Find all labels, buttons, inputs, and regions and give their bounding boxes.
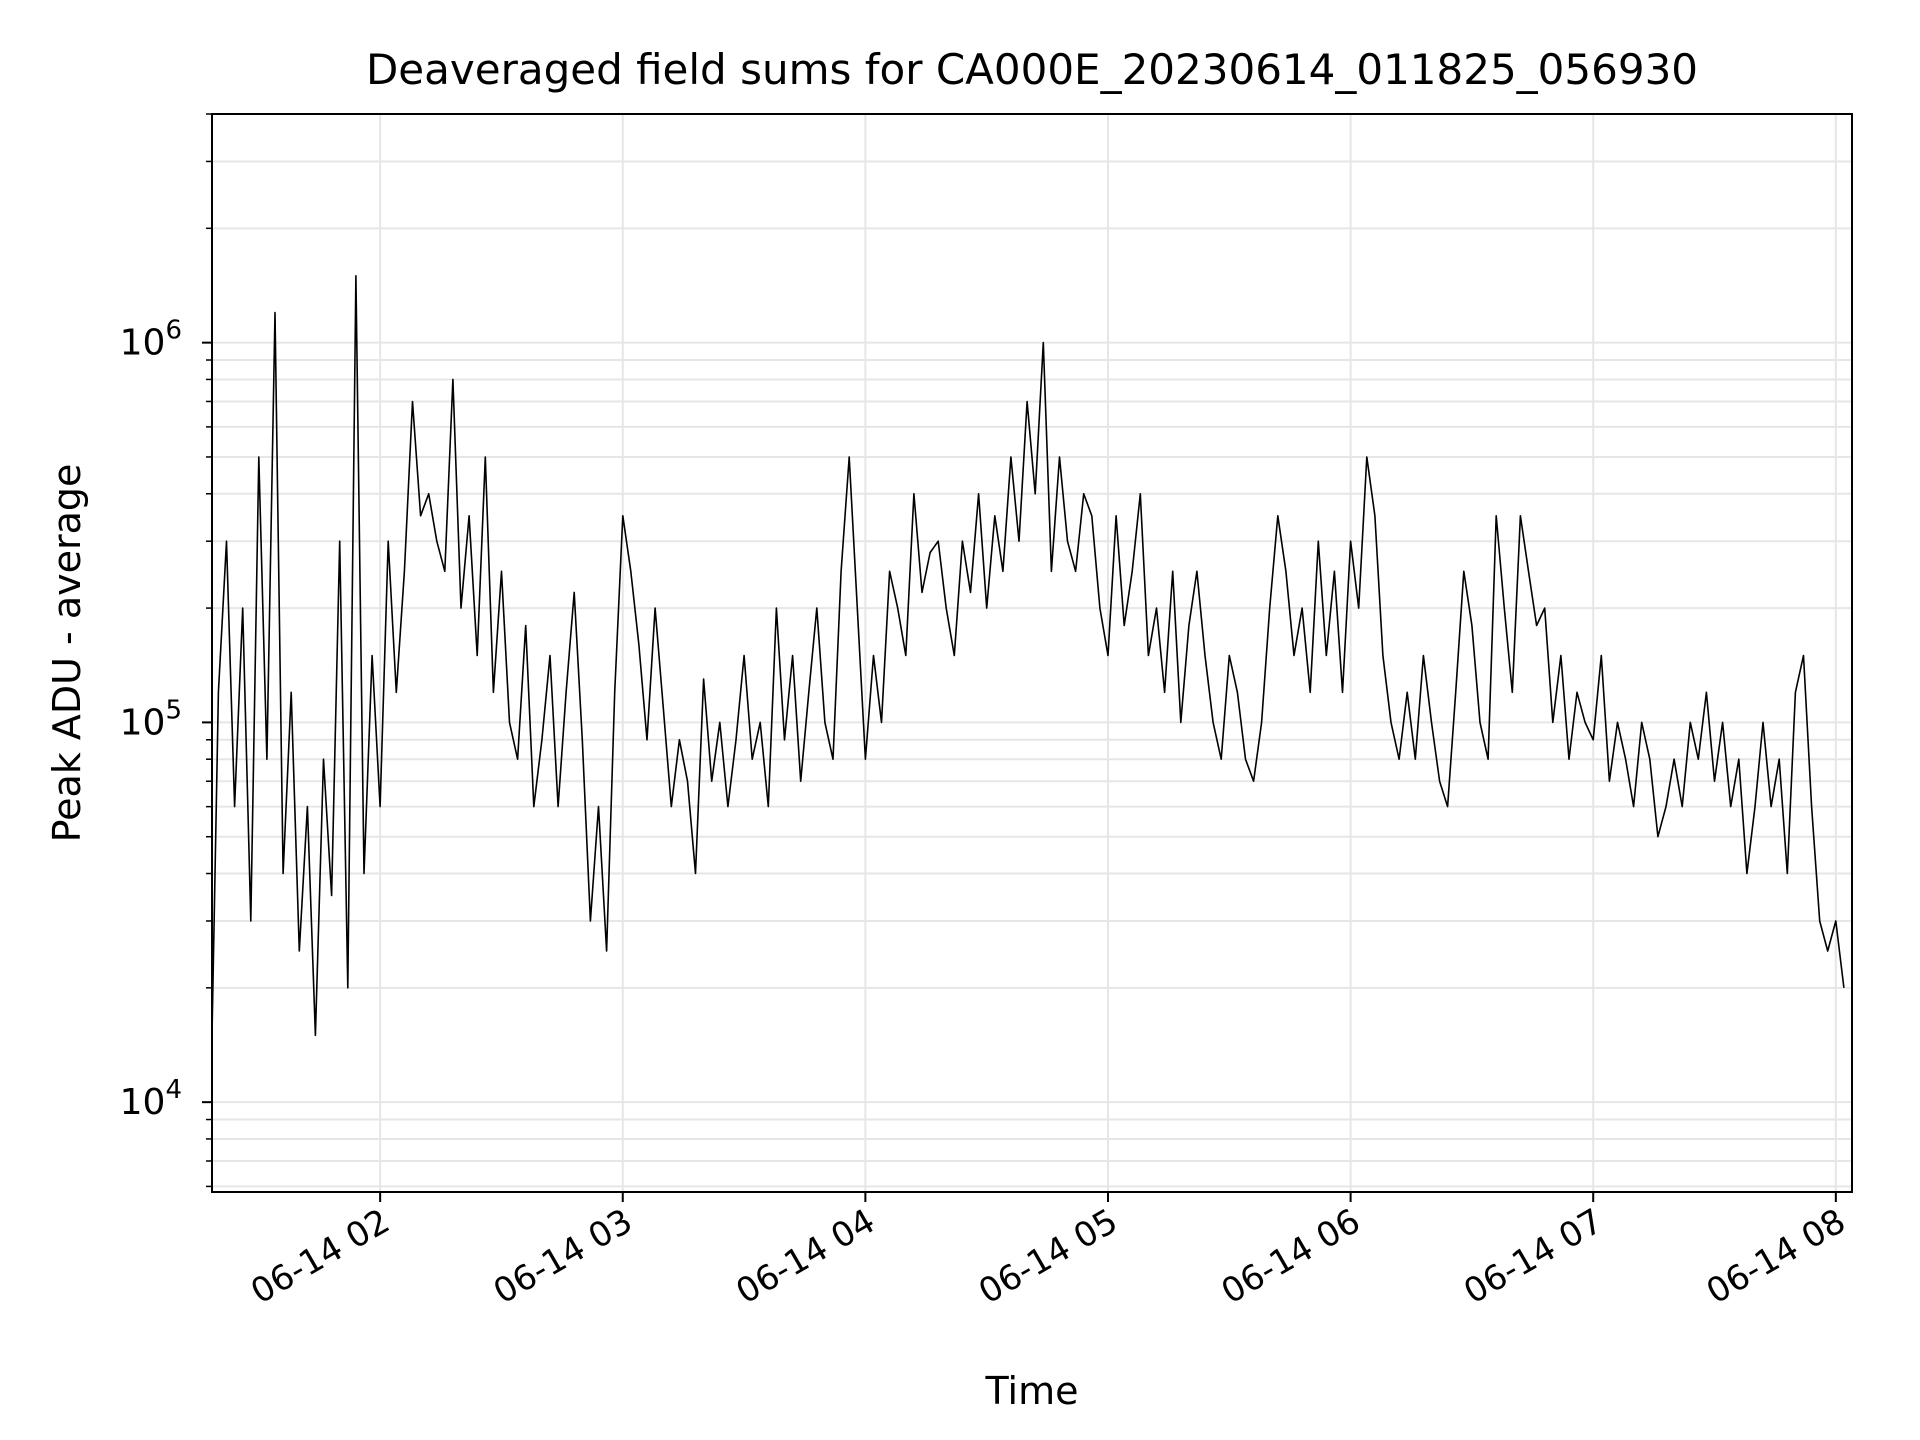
y-axis-label: Peak ADU - average	[45, 464, 89, 843]
x-tick-label: 06-14 04	[729, 1201, 881, 1312]
chart-title: Deaveraged field sums for CA000E_2023061…	[366, 45, 1698, 94]
series-layer	[211, 274, 1845, 1037]
y-tick-label: 105	[120, 695, 182, 743]
x-tick-label: 06-14 02	[244, 1201, 396, 1312]
x-tick-label: 06-14 07	[1457, 1201, 1609, 1312]
y-tick-label: 106	[120, 316, 182, 364]
plot-frame	[211, 113, 1853, 1193]
x-tick-label: 06-14 08	[1700, 1201, 1852, 1312]
grid	[212, 113, 1852, 1192]
x-tick-label: 06-14 03	[487, 1201, 639, 1312]
series-line	[211, 274, 1845, 1037]
x-tick-label: 06-14 06	[1215, 1201, 1367, 1312]
x-tick-label: 06-14 05	[972, 1201, 1124, 1312]
y-tick-label: 104	[120, 1075, 182, 1123]
x-axis-label: Time	[985, 1369, 1079, 1413]
